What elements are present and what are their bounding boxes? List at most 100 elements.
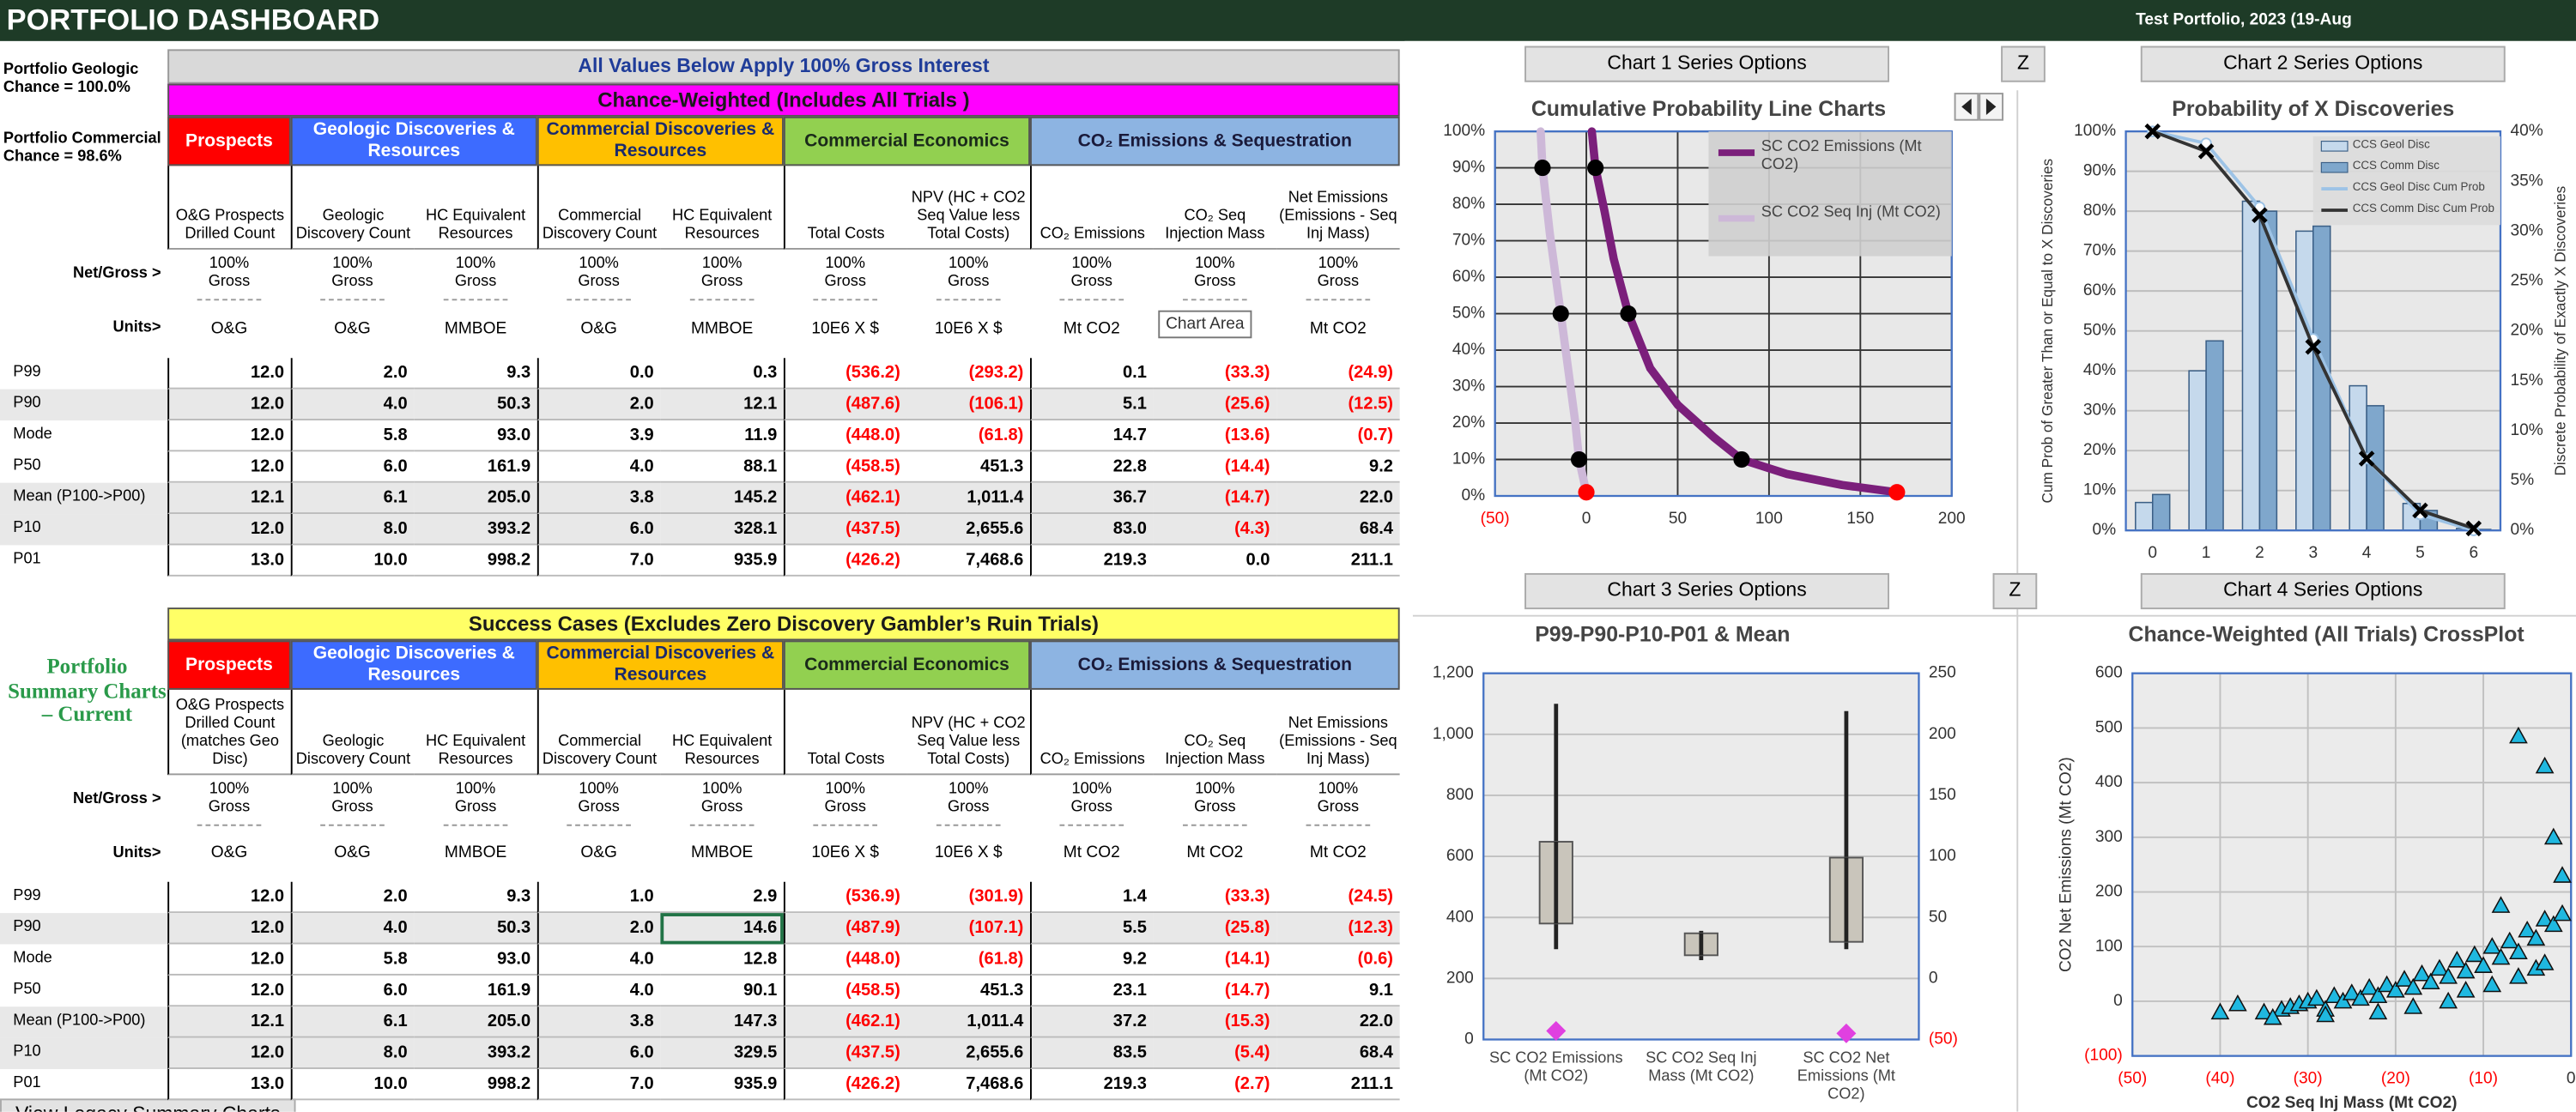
data-cell: 0.0 (1153, 545, 1277, 577)
y-tick-label: 0% (2092, 521, 2116, 539)
unit: 10E6 X $ (811, 844, 880, 863)
legacy-charts-button[interactable]: View Legacy Summary Charts (0, 1098, 296, 1112)
y-tick-label: 1,000 (1433, 725, 1474, 743)
data-cell: 935.9 (660, 1069, 784, 1101)
column-header: CO₂ Emissions (1030, 689, 1154, 776)
bar (2135, 501, 2154, 531)
column-header: HC Equivalent Resources (414, 166, 537, 250)
x-tick-label: 2 (2255, 544, 2264, 562)
data-cell: 3.9 (536, 420, 661, 452)
data-cell: 6.0 (290, 451, 415, 483)
cum-prob-marker (2200, 137, 2212, 149)
data-cell: 2.0 (536, 913, 661, 945)
net-gross-value: 100% Gross (813, 775, 878, 826)
scatter-point (2430, 958, 2449, 976)
x-tick-label: 3 (2308, 544, 2318, 562)
net-gross-value: 100% Gross (936, 775, 1001, 826)
data-cell: 12.0 (167, 881, 291, 914)
legend-label: CCS Geol Disc (2352, 139, 2430, 152)
series-marker (1578, 484, 1595, 501)
series-options-button[interactable]: Chart 4 Series Options (2140, 572, 2506, 610)
y-tick-label: 1,200 (1433, 664, 1474, 682)
column-header: Geologic Discovery Count (290, 689, 415, 776)
series-options-button[interactable]: Chart 1 Series Options (1524, 45, 1889, 82)
data-cell: 10.0 (290, 1068, 415, 1101)
unit: O&G (210, 319, 248, 338)
y-tick-label: 0 (1929, 969, 1938, 987)
y-tick-label: 50% (1452, 305, 1485, 323)
y-tick-label: 0 (1464, 1030, 1474, 1049)
y-tick-label: 100% (1443, 122, 1485, 140)
series-options-button[interactable]: Z (2001, 45, 2046, 82)
data-cell: 12.0 (167, 420, 291, 452)
data-cell: (301.9) (906, 882, 1031, 914)
y-tick-label: 20% (2510, 322, 2543, 340)
group-header: Commercial Economics (783, 640, 1031, 690)
data-cell: 90.1 (660, 976, 784, 1007)
data-cell: (0.7) (1276, 420, 1400, 452)
x-tick-label: 4 (2362, 544, 2372, 562)
scatter-point (2491, 947, 2511, 965)
data-cell: (426.2) (783, 1068, 907, 1101)
legend-label: CCS Geol Disc Cum Prob (2352, 182, 2485, 194)
row-label: P01 (13, 550, 41, 569)
units-label: Units> (112, 318, 161, 337)
data-cell: 9.3 (414, 882, 537, 914)
data-cell: 4.0 (536, 944, 661, 976)
data-cell[interactable]: 14.6 (660, 913, 784, 945)
series-options-button[interactable]: Chart 3 Series Options (1524, 572, 1889, 610)
data-cell: (13.6) (1153, 420, 1277, 452)
scatter-point (2333, 991, 2353, 1009)
unit: 10E6 X $ (934, 844, 1003, 863)
scatter-point (2500, 931, 2519, 949)
scatter-point (2228, 994, 2247, 1012)
series-options-button[interactable]: Z (1992, 572, 2038, 610)
group-header: Prospects (167, 640, 291, 690)
data-cell: (2.7) (1153, 1069, 1277, 1101)
scatter-point (2518, 920, 2537, 938)
column-header: NPV (HC + CO2 Seq Value less Total Costs… (906, 166, 1031, 250)
data-cell: 0.3 (660, 358, 784, 390)
x-tick-label: 0 (2567, 1069, 2576, 1087)
scatter-point (2395, 970, 2414, 987)
series-marker (1620, 305, 1637, 323)
y-tick-label: 35% (2510, 172, 2543, 190)
series-options-button[interactable]: Chart 2 Series Options (2140, 45, 2506, 82)
net-gross-value: 100% Gross (1306, 250, 1371, 301)
x-tick-label: 0 (1582, 510, 1591, 528)
scatter-point (2385, 981, 2405, 998)
data-cell: 6.0 (536, 514, 661, 546)
x-tick-label: SC CO2 Emissions (Mt CO2) (1488, 1050, 1623, 1085)
data-cell: (24.9) (1276, 358, 1400, 390)
scatter-point (2464, 945, 2484, 963)
data-cell: (106.1) (906, 389, 1031, 420)
column-header: CO₂ Emissions (1030, 166, 1154, 250)
data-cell: (487.6) (783, 389, 907, 420)
y-tick-label: 10% (2083, 481, 2116, 499)
data-cell: 2.0 (290, 358, 415, 390)
bar (2258, 210, 2278, 531)
scatter-point (2553, 866, 2572, 883)
group-header: Commercial Economics (783, 116, 1031, 166)
nav-right-icon (1985, 98, 1997, 115)
chart-title: Cumulative Probability Line Charts (1531, 97, 1886, 121)
net-gross-value: 100% Gross (1059, 250, 1124, 301)
data-cell: (14.1) (1153, 944, 1277, 976)
legend-swatch (2320, 161, 2349, 173)
data-cell: (61.8) (906, 944, 1031, 976)
data-cell: 50.3 (414, 913, 537, 945)
legend-swatch (2320, 141, 2349, 152)
portfolio-name: Test Portfolio, 2023 (19-Aug (2136, 10, 2352, 29)
y-tick-label: 30% (1452, 378, 1485, 396)
scatter-point (2351, 988, 2370, 1006)
row-label: P99 (13, 886, 41, 905)
data-cell: 329.5 (660, 1037, 784, 1069)
data-cell: 5.1 (1030, 389, 1154, 420)
data-cell: 2,655.6 (906, 1037, 1031, 1069)
net-gross-value: 100% Gross (320, 250, 385, 301)
column-header: Commercial Discovery Count (536, 166, 661, 250)
data-cell: 161.9 (414, 451, 537, 483)
x-tick-label: 1 (2202, 544, 2211, 562)
data-cell: 5.8 (290, 420, 415, 452)
